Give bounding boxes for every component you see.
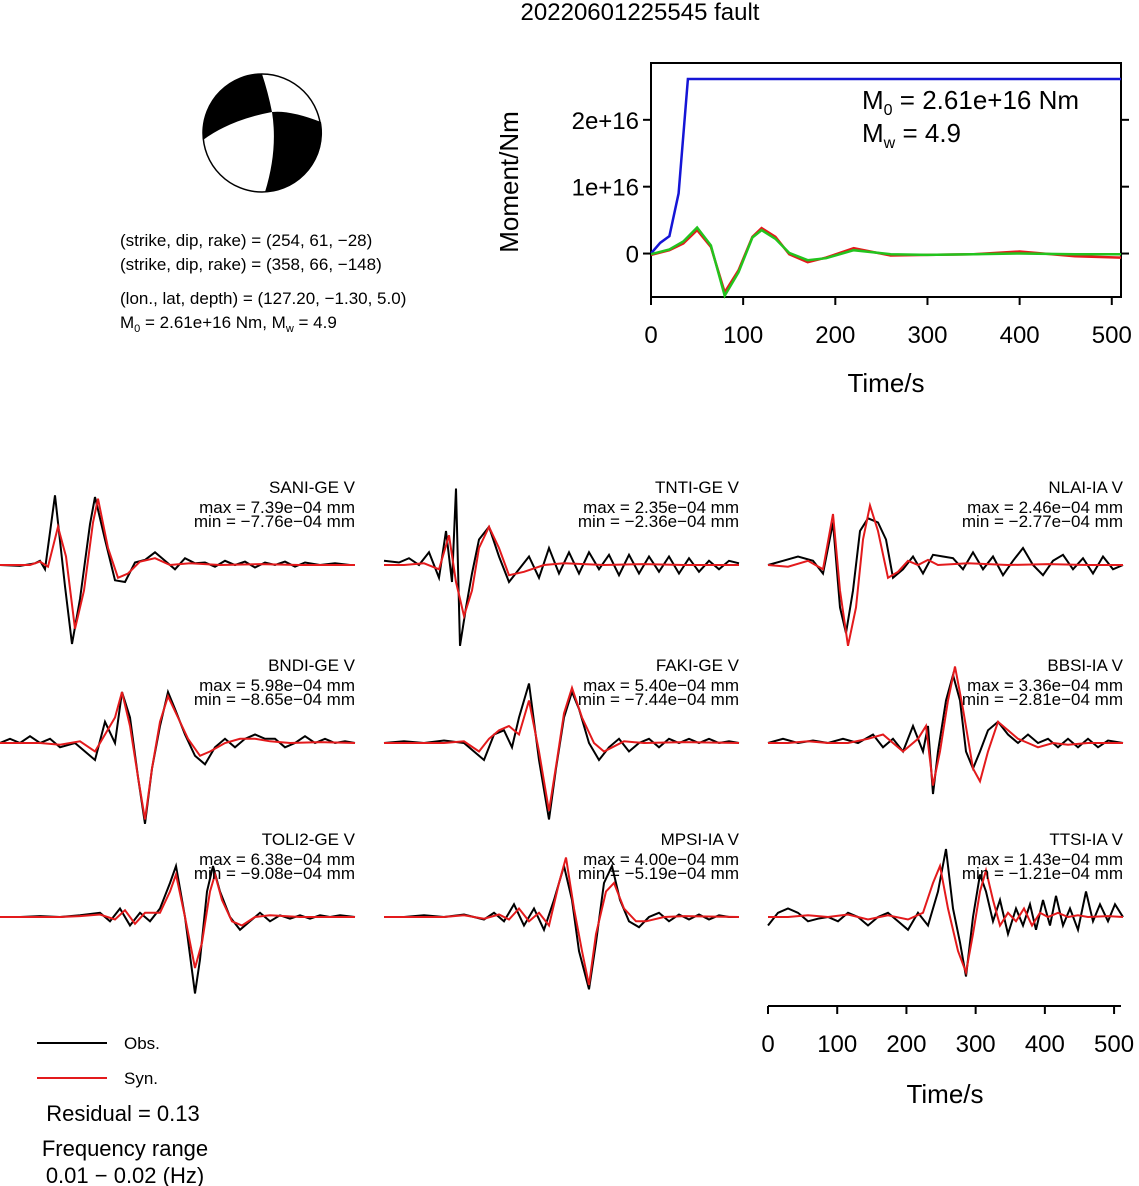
x-tick-label: 0 [761, 1031, 774, 1058]
beachball-compressional-quadrant-1 [202, 73, 272, 140]
moment-series-line [650, 225, 1121, 299]
synthetic-trace [0, 870, 355, 969]
station-max: max = 1.43e−04 mm [967, 850, 1123, 869]
moment-x-axis: 0 100 200 300 400 500 [644, 297, 1132, 349]
figure-title: 20220601225545 fault [521, 0, 760, 26]
station-name: TOLI2-GE V [262, 830, 356, 849]
moment-annotation-mw: Mw = 4.9 [862, 118, 961, 152]
station-name: NLAI-IA V [1048, 478, 1123, 497]
station-max: max = 2.35e−04 mm [583, 498, 739, 517]
station-max: max = 5.98e−04 mm [199, 676, 355, 695]
station-min: min = −9.08e−04 mm [194, 864, 355, 883]
waveform-xlabel: Time/s [906, 1079, 983, 1109]
station-min: min = −2.81e−04 mm [962, 690, 1123, 709]
waveform-x-axis: 0 100 200 300 400 500 [761, 1005, 1134, 1058]
x-tick-label: 100 [723, 322, 763, 349]
moment-xlabel: Time/s [847, 368, 924, 398]
station-max: max = 5.40e−04 mm [583, 676, 739, 695]
station-name: BBSI-IA V [1047, 656, 1123, 675]
nodal-plane-2: (strike, dip, rake) = (358, 66, −148) [120, 255, 382, 274]
moment-series-line [650, 77, 1121, 255]
moment-magnitude-line: M0 = 2.61e+16 Nm, Mw = 4.9 [120, 313, 337, 335]
station-name: FAKI-GE V [656, 656, 740, 675]
x-tick-label: 200 [815, 322, 855, 349]
synthetic-trace [384, 857, 740, 986]
moment-ylabel: Moment/Nm [494, 111, 524, 253]
observed-trace [0, 688, 356, 824]
x-tick-label: 100 [817, 1031, 857, 1058]
legend-obs-label: Obs. [124, 1034, 160, 1053]
synthetic-trace [768, 862, 1124, 977]
moment-y-axis: 0 1e+16 2e+16 [572, 108, 1129, 269]
frequency-title: Frequency range [42, 1136, 208, 1161]
moment-panel: 0 1e+16 2e+16 0 100 200 300 400 500 Moment/Nm T… [494, 62, 1132, 398]
x-tick-label: 300 [907, 322, 947, 349]
station-min: min = −7.44e−04 mm [578, 690, 739, 709]
x-tick-label: 400 [1000, 322, 1040, 349]
mechanism-text: (strike, dip, rake) = (254, 61, −28) (st… [120, 231, 406, 335]
station-max: max = 6.38e−04 mm [199, 850, 355, 869]
y-tick-label: 1e+16 [572, 175, 639, 202]
hypocenter-line: (lon., lat, depth) = (127.20, −1.30, 5.0… [120, 289, 406, 308]
moment-panel-frame [650, 62, 1122, 298]
station-name: BNDI-GE V [268, 656, 356, 675]
moment-annotation-m0: M0 = 2.61e+16 Nm [862, 85, 1079, 119]
x-tick-label: 500 [1092, 322, 1132, 349]
station-min: min = −1.21e−04 mm [962, 864, 1123, 883]
station-max: max = 7.39e−04 mm [199, 498, 355, 517]
beachball [202, 73, 323, 193]
legend-syn-label: Syn. [124, 1069, 158, 1088]
station-min: min = −7.76e−04 mm [194, 512, 355, 531]
x-tick-label: 400 [1025, 1031, 1065, 1058]
x-tick-label: 0 [644, 322, 657, 349]
station-min: min = −5.19e−04 mm [578, 864, 739, 883]
legend: Obs. Syn. [37, 1034, 160, 1088]
station-max: max = 3.36e−04 mm [967, 676, 1123, 695]
beachball-compressional-quadrant-2 [265, 111, 323, 192]
frequency-range: 0.01 − 0.02 (Hz) [46, 1163, 204, 1186]
station-min: min = −2.77e−04 mm [962, 512, 1123, 531]
residual-text: Residual = 0.13 [46, 1101, 200, 1126]
x-tick-label: 200 [886, 1031, 926, 1058]
synthetic-trace [0, 498, 355, 630]
y-tick-label: 2e+16 [572, 108, 639, 135]
synthetic-trace [768, 666, 1123, 786]
station-max: max = 4.00e−04 mm [583, 850, 739, 869]
x-tick-label: 300 [956, 1031, 996, 1058]
observed-trace [767, 517, 1124, 634]
synthetic-trace [767, 501, 1123, 647]
y-tick-label: 0 [626, 242, 639, 269]
synthetic-trace [384, 524, 739, 620]
x-tick-label: 500 [1094, 1031, 1134, 1058]
synthetic-trace [384, 684, 740, 812]
station-name: TNTI-GE V [655, 478, 740, 497]
station-max: max = 2.46e−04 mm [967, 498, 1123, 517]
station-min: min = −2.36e−04 mm [578, 512, 739, 531]
nodal-plane-1: (strike, dip, rake) = (254, 61, −28) [120, 231, 372, 250]
observed-trace [383, 488, 740, 646]
station-min: min = −8.65e−04 mm [194, 690, 355, 709]
synthetic-trace [0, 691, 356, 820]
observed-trace [767, 848, 1124, 977]
station-name: MPSI-IA V [661, 830, 740, 849]
station-name: TTSI-IA V [1049, 830, 1123, 849]
moment-series-group [650, 77, 1122, 299]
station-name: SANI-GE V [269, 478, 356, 497]
observed-trace [384, 862, 739, 990]
